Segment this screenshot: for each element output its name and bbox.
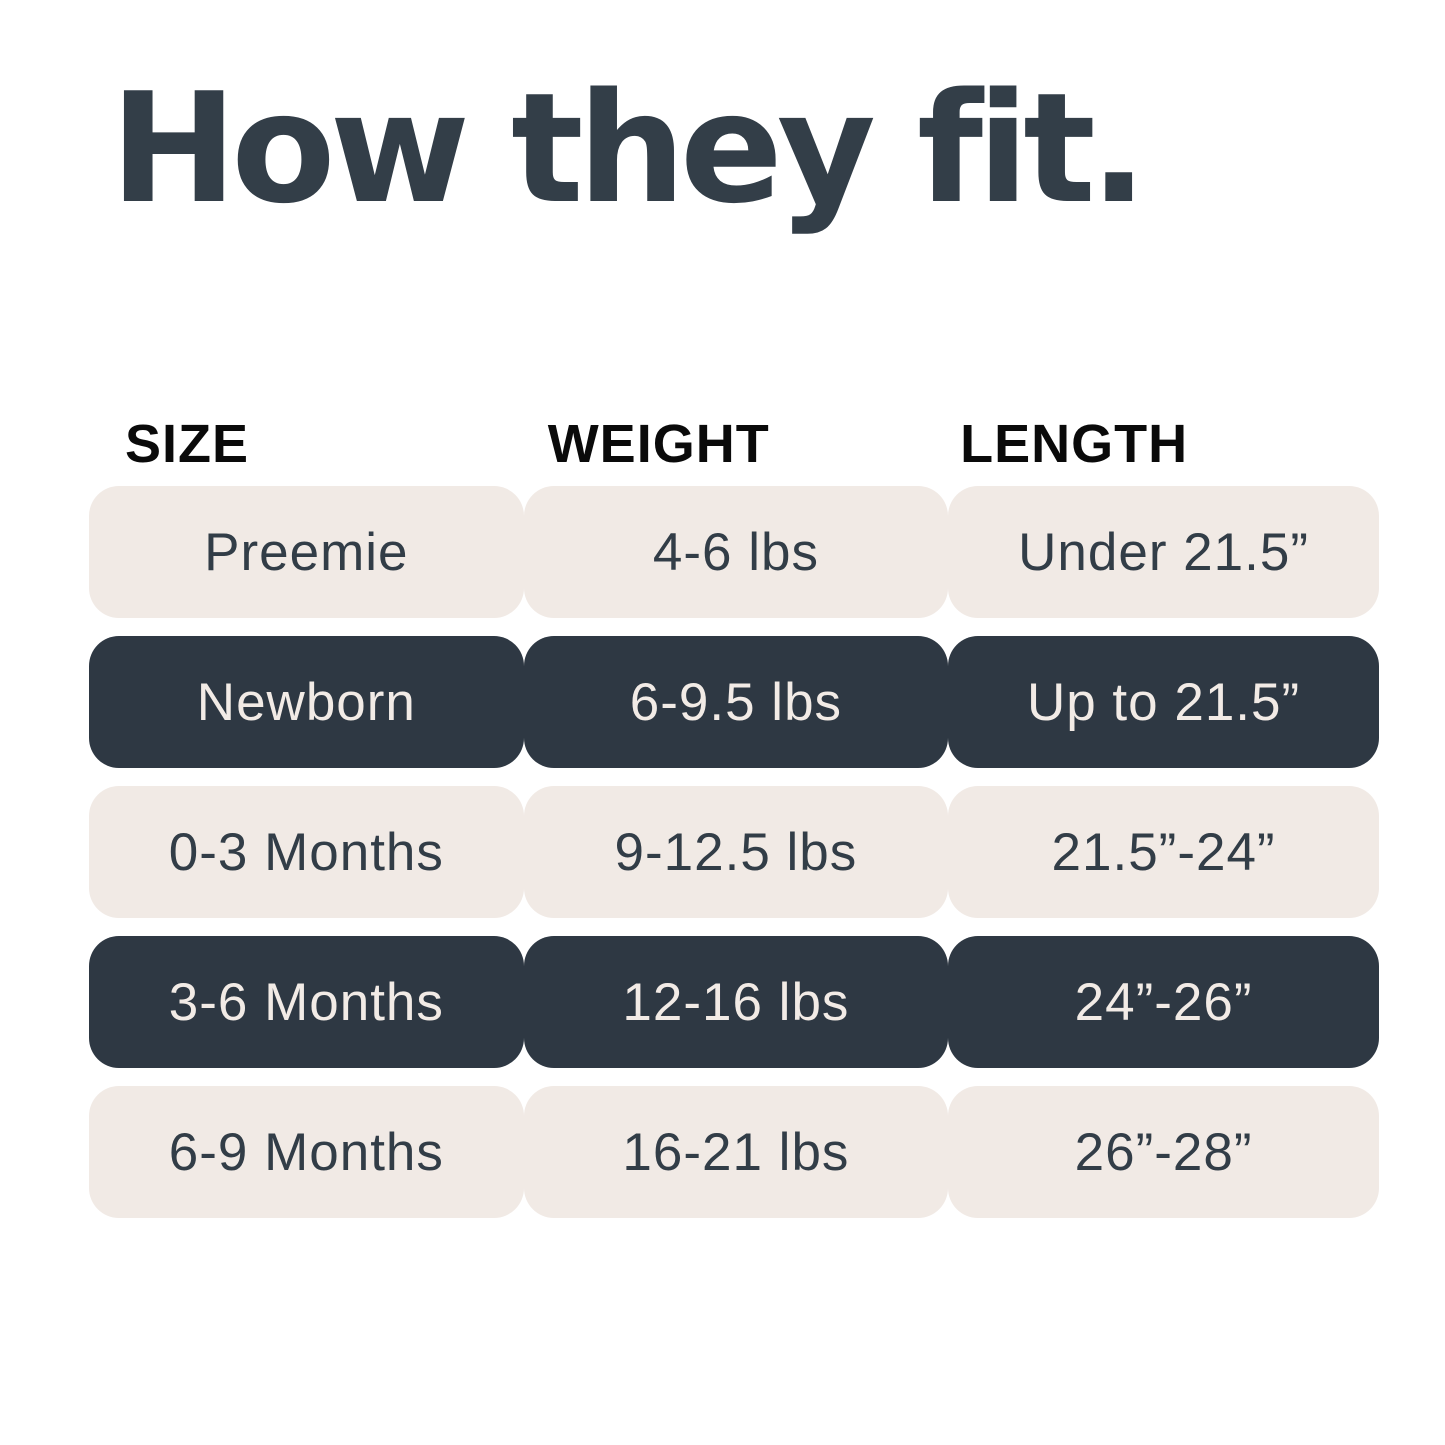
- page-title: How they fit.: [110, 60, 1148, 237]
- cell-size: 0-3 Months: [89, 786, 524, 918]
- column-header-length: LENGTH: [960, 414, 1189, 474]
- cell-length: 21.5”-24”: [948, 786, 1379, 918]
- cell-weight: 9-12.5 lbs: [523, 786, 949, 918]
- cell-size: Preemie: [89, 486, 524, 618]
- size-table: SIZE WEIGHT LENGTH Preemie 4-6 lbs Under…: [89, 416, 1379, 1236]
- cell-length: Under 21.5”: [948, 486, 1379, 618]
- cell-length: 26”-28”: [948, 1086, 1379, 1218]
- table-row-preemie: Preemie 4-6 lbs Under 21.5”: [89, 486, 1379, 618]
- table-header-row: SIZE WEIGHT LENGTH: [89, 416, 1379, 472]
- table-row-6-9-months: 6-9 Months 16-21 lbs 26”-28”: [89, 1086, 1379, 1218]
- cell-length: Up to 21.5”: [948, 636, 1379, 768]
- cell-weight: 16-21 lbs: [523, 1086, 949, 1218]
- table-row-newborn: Newborn 6-9.5 lbs Up to 21.5”: [89, 636, 1379, 768]
- cell-weight: 12-16 lbs: [523, 936, 949, 1068]
- column-header-weight: WEIGHT: [547, 414, 770, 474]
- table-row-3-6-months: 3-6 Months 12-16 lbs 24”-26”: [89, 936, 1379, 1068]
- cell-weight: 6-9.5 lbs: [523, 636, 949, 768]
- cell-length: 24”-26”: [948, 936, 1379, 1068]
- table-row-0-3-months: 0-3 Months 9-12.5 lbs 21.5”-24”: [89, 786, 1379, 918]
- column-header-size: SIZE: [125, 414, 250, 474]
- cell-weight: 4-6 lbs: [523, 486, 949, 618]
- cell-size: 6-9 Months: [89, 1086, 524, 1218]
- cell-size: 3-6 Months: [89, 936, 524, 1068]
- cell-size: Newborn: [89, 636, 524, 768]
